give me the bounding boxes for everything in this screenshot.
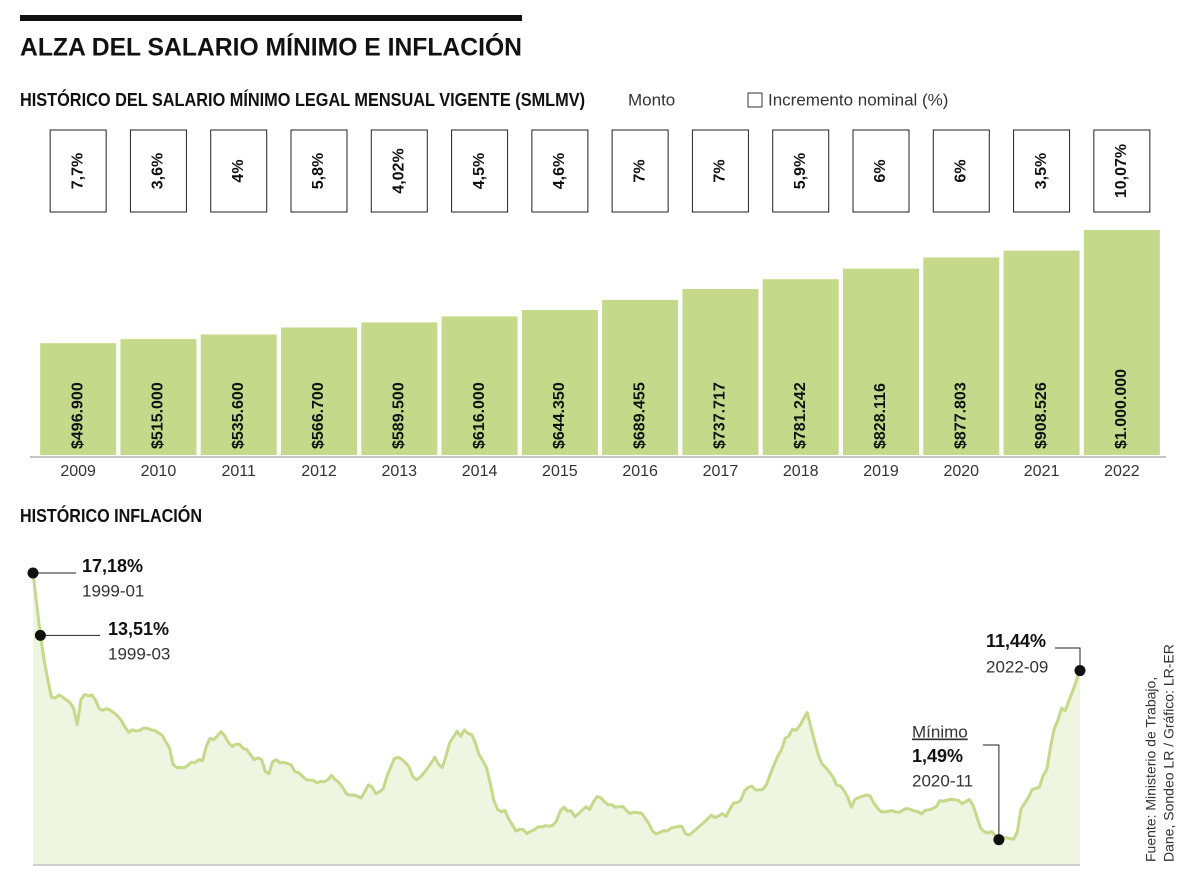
- bar: [521, 310, 598, 455]
- page-title: ALZA DEL SALARIO MÍNIMO E INFLACIÓN: [20, 32, 522, 62]
- increment-label: 5,8%: [310, 153, 327, 189]
- x-tick-label: 2015: [542, 463, 578, 480]
- bar-label: $535.600: [230, 382, 247, 449]
- increment-label: 4%: [230, 159, 247, 182]
- increment-label: 10,07%: [1113, 144, 1130, 198]
- annotation-date: 1999-03: [108, 644, 170, 663]
- x-tick-label: 2019: [863, 463, 899, 480]
- annotation-label: 11,44%: [986, 631, 1046, 651]
- increment-box: [531, 129, 589, 213]
- bar: [281, 327, 357, 455]
- bar: [1083, 230, 1160, 455]
- increment-box: [129, 129, 187, 213]
- annotation-dot: [993, 834, 1005, 846]
- chart-title: HISTÓRICO INFLACIÓN: [20, 505, 202, 526]
- increment-label: 4,6%: [551, 153, 568, 189]
- x-tick-label: 2020: [943, 463, 979, 480]
- x-tick-label: 2009: [60, 463, 96, 480]
- annotation-label: 1,49%: [912, 746, 963, 766]
- bar-label: $1.000.000: [1113, 369, 1130, 449]
- increment-box: [210, 129, 268, 213]
- increment-label: 4,5%: [471, 153, 488, 189]
- increment-label: 5,9%: [792, 153, 809, 189]
- bar-label: $908.526: [1033, 382, 1050, 449]
- area: [33, 573, 1080, 865]
- annotation-dot: [27, 567, 39, 579]
- bar: [602, 299, 679, 455]
- bar: [120, 339, 197, 455]
- x-tick-label: 2022: [1104, 463, 1140, 480]
- increment-box: [370, 129, 428, 213]
- bar: [682, 289, 759, 455]
- bar-label: $616.000: [471, 382, 488, 449]
- bar-label: $589.500: [391, 382, 408, 449]
- x-tick-label: 2018: [783, 463, 819, 480]
- increment-box: [691, 129, 749, 213]
- x-tick-label: 2016: [622, 463, 658, 480]
- increment-box: [932, 129, 990, 213]
- bar: [762, 279, 839, 455]
- increment-box: [451, 129, 509, 213]
- x-tick-label: 2011: [222, 463, 257, 480]
- legend-label: Monto: [628, 90, 675, 109]
- x-tick-label: 2012: [301, 463, 337, 480]
- annotation-title: Mínimo: [912, 722, 968, 741]
- chart-title: HISTÓRICO DEL SALARIO MÍNIMO LEGAL MENSU…: [20, 89, 585, 110]
- x-tick-label: 2014: [462, 463, 498, 480]
- x-tick-label: 2010: [141, 463, 177, 480]
- legend-swatch: [747, 92, 763, 108]
- header-rule: [20, 15, 522, 21]
- bar-label: $781.242: [792, 382, 809, 449]
- increment-label: 7,7%: [69, 153, 86, 189]
- increment-box: [611, 129, 669, 213]
- bar-label: $828.116: [872, 383, 889, 449]
- increment-box: [852, 129, 910, 213]
- bar-label: $496.900: [69, 382, 86, 449]
- bar: [923, 257, 1000, 455]
- increment-box: [1013, 129, 1071, 213]
- leader-line: [983, 744, 1000, 840]
- increment-label: 3,6%: [150, 153, 167, 189]
- increment-box: [772, 129, 830, 213]
- increment-label: 6%: [953, 159, 970, 182]
- annotation-date: 1999-01: [82, 581, 144, 600]
- annotation-label: 17,18%: [82, 556, 143, 576]
- leader-line: [1055, 647, 1081, 671]
- bar: [843, 268, 919, 455]
- bar-label: $644.350: [551, 382, 568, 449]
- source-line: Fuente: Ministerio de Trabajo,: [1143, 677, 1159, 862]
- bar-label: $737.717: [712, 382, 729, 449]
- annotation-date: 2020-11: [912, 771, 973, 790]
- increment-box: [1093, 129, 1151, 213]
- legend-label: Incremento nominal (%): [768, 90, 948, 109]
- bar: [1003, 250, 1080, 455]
- increment-label: 3,5%: [1033, 153, 1050, 189]
- annotation-dot: [1074, 665, 1086, 677]
- line: [31, 572, 1082, 842]
- bar-label: $566.700: [310, 382, 327, 449]
- bar: [200, 334, 277, 455]
- annotation-date: 2022-09: [986, 657, 1048, 676]
- x-tick-label: 2021: [1024, 463, 1060, 480]
- increment-box: [290, 129, 348, 213]
- annotation-label: 13,51%: [108, 619, 169, 639]
- bar: [441, 316, 518, 455]
- annotation-dot: [34, 629, 46, 641]
- x-tick-label: 2017: [703, 463, 739, 480]
- bar: [361, 322, 438, 455]
- increment-label: 7%: [712, 159, 729, 182]
- source-line: Dane, Sondeo LR / Gráfico: LR-ER: [1161, 644, 1177, 862]
- increment-label: 4,02%: [391, 148, 408, 193]
- bar-label: $515.000: [150, 382, 167, 449]
- increment-box: [49, 129, 107, 213]
- bar: [40, 343, 117, 455]
- increment-label: 6%: [872, 159, 889, 182]
- bar-label: $877.803: [953, 382, 970, 449]
- x-tick-label: 2013: [381, 463, 417, 480]
- bar-label: $689.455: [631, 382, 648, 449]
- increment-label: 7%: [631, 159, 648, 182]
